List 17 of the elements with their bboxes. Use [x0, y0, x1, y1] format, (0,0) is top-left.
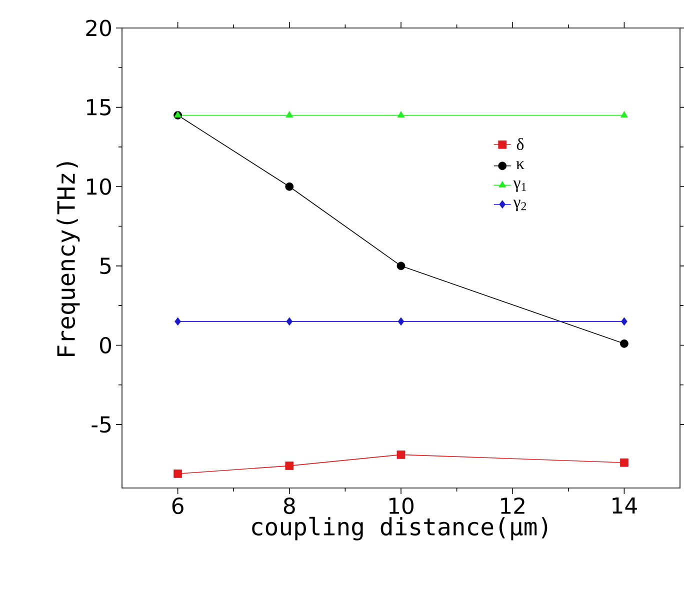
legend-label: δ	[516, 138, 524, 150]
x-axis-title: coupling distance(μm)	[252, 516, 548, 540]
y-tick-label: -5	[92, 416, 111, 433]
y-tick-label: 5	[100, 258, 111, 274]
x-tick-label: 12	[501, 498, 524, 514]
x-tick-label: 10	[389, 498, 414, 514]
y-tick-label: 15	[87, 99, 111, 116]
x-tick-label: 8	[284, 498, 295, 514]
y-tick-label: 20	[86, 20, 112, 36]
x-tick-label: 14	[612, 497, 637, 514]
y-tick-label: 0	[100, 336, 112, 354]
y-axis-title: Frequency(THz)	[56, 162, 80, 356]
x-tick-label: 6	[172, 498, 184, 514]
legend-label: γ$_{2}$	[513, 200, 526, 212]
legend-label: γ$_{1}$	[513, 180, 526, 192]
legend-label: κ	[516, 161, 524, 170]
y-tick-label: 10	[87, 178, 112, 195]
